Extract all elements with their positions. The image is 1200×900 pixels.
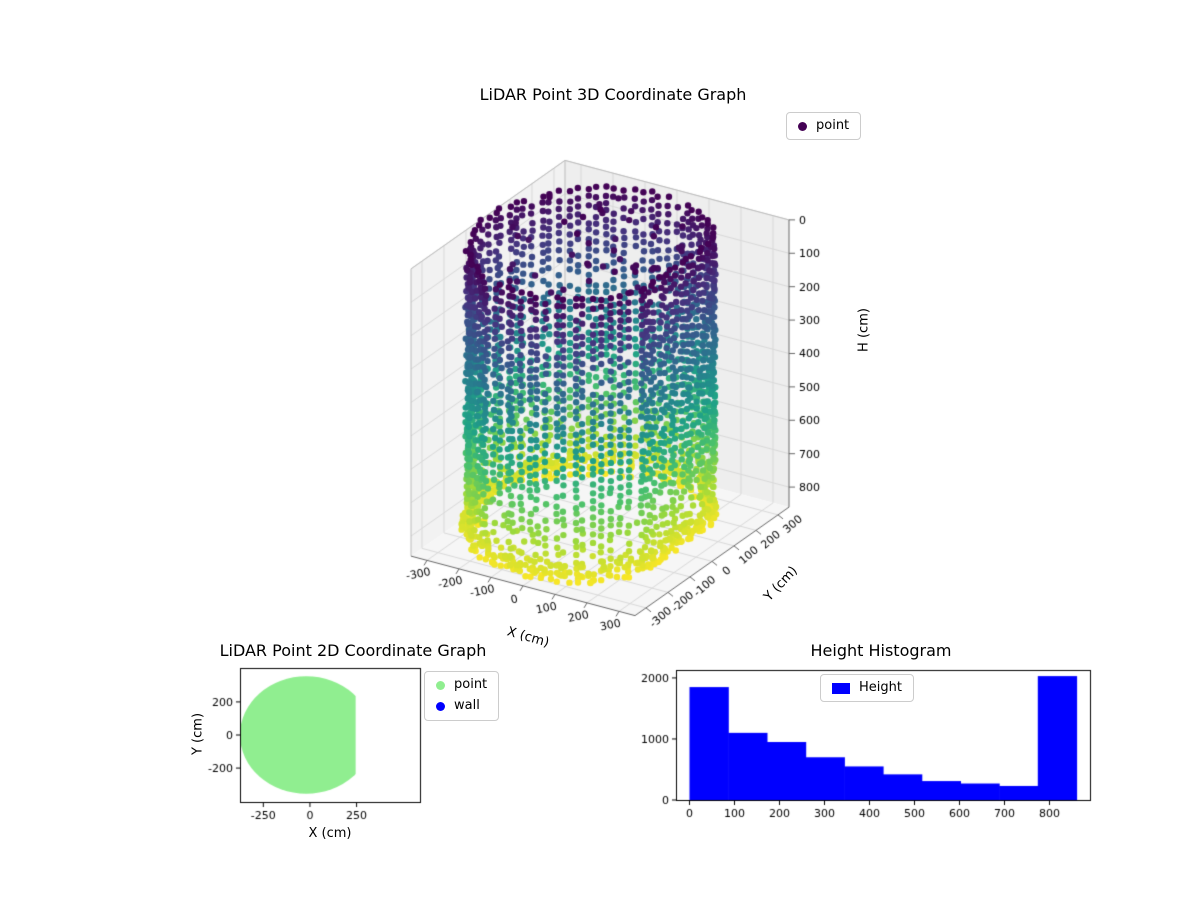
point-marker-icon [798,121,807,131]
plot3d-title: LiDAR Point 3D Coordinate Graph [479,85,747,104]
plot2d-y-axis-label: Y (cm) [190,712,206,756]
legend-label: point [454,677,488,692]
plot2d-title: LiDAR Point 2D Coordinate Graph [219,641,487,660]
plot2d-x-axis-label: X (cm) [308,826,352,841]
histogram-title: Height Histogram [810,641,952,660]
legend-row: wall [436,698,487,714]
plot3d-h-axis-label: H (cm) [856,308,872,352]
wall-marker-icon [436,701,445,711]
lidar-3d-plot-canvas [320,95,900,675]
legend-row: point [436,677,487,693]
lidar-2d-plot-canvas [165,652,445,822]
plot2d-legend: point wall [424,671,500,721]
plot3d-legend: point [786,112,862,141]
legend-row: point [798,118,849,134]
legend-label: point [816,118,850,133]
legend-label: Height [859,680,902,695]
histogram-legend: Height [820,674,914,703]
legend-label: wall [454,698,480,714]
height-swatch-icon [832,682,850,694]
point-marker-icon [436,680,445,690]
